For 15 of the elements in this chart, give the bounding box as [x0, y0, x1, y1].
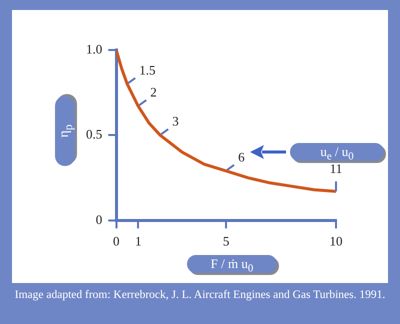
x-axis-title: F / ṁ u$_{0}$ [210, 256, 254, 275]
annotation: 11 [330, 160, 342, 176]
x-tick-label: 5 [222, 234, 230, 249]
text: Image adapted from: Kerrebrock, J. L. Aircraft Engines and Gas Turbines. 1991. [14, 289, 386, 301]
x-tick-label: 10 [330, 234, 342, 249]
annotation: 6 [238, 149, 246, 164]
y-tick-label: 1.0 [86, 41, 102, 56]
x-tick-label: 1 [134, 234, 142, 249]
y-tick-label: 0 [96, 212, 102, 227]
annotation: 3 [172, 114, 179, 129]
annotation: u$_{e}$ / u$_{0}$ [320, 144, 354, 163]
y-tick-label: 0.5 [86, 126, 102, 142]
annotation: 1.5 [139, 62, 156, 78]
annotation: 2 [150, 84, 157, 100]
x-tick-label: 0 [113, 234, 120, 249]
